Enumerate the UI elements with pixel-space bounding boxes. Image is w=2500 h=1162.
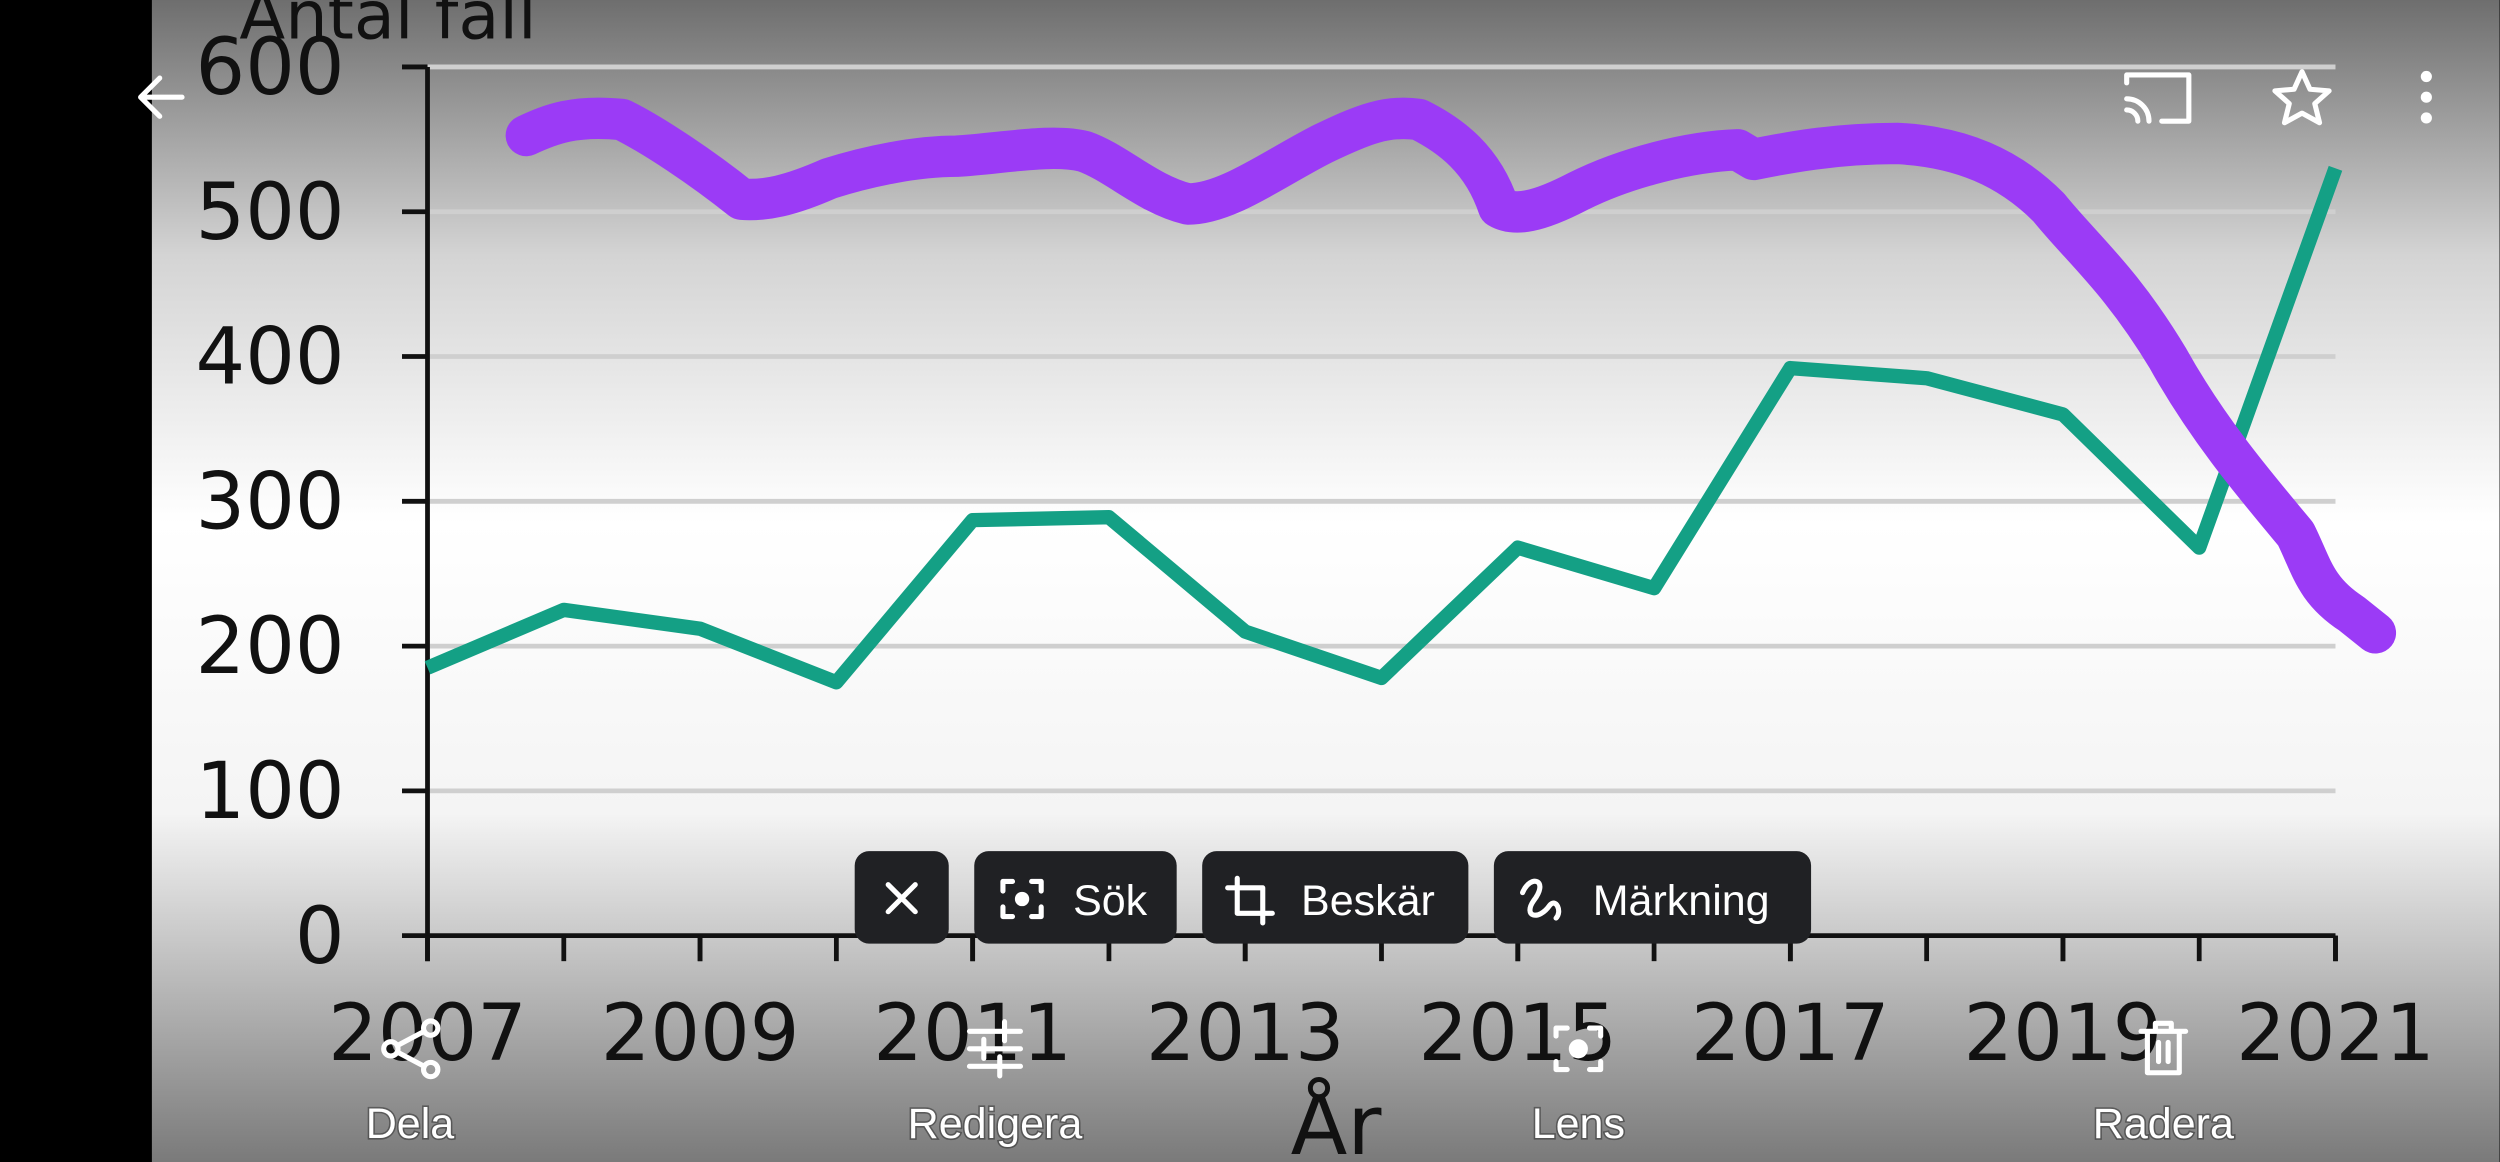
x-tick-label: 2013 [1146,989,1345,1079]
y-tick-label: 100 [196,747,345,837]
y-axis-title: Antal fall [239,0,536,54]
y-tick-label: 200 [196,602,345,692]
x-tick-label: 2017 [1691,989,1890,1079]
y-tick-label: 0 [295,892,345,982]
y-tick-label: 500 [196,168,345,258]
action-label: Redigera [908,1100,1083,1148]
x-tick-label: 2019 [1964,989,2163,1079]
freehand-markup [505,97,2397,654]
more-button[interactable] [2420,70,2432,124]
action-label: Radera [2093,1100,2234,1148]
action-label: Lens [1532,1100,1625,1148]
close-chip[interactable] [854,851,949,944]
cast-button[interactable] [2124,72,2192,124]
data-line [424,165,2343,690]
x-axis-title: År [1291,1075,1383,1162]
y-tick-label: 600 [196,23,345,113]
photo-background [151,0,2500,1162]
x-tick-label: 2009 [601,989,800,1079]
markup-chip[interactable]: Märkning [1493,851,1812,944]
delete-action[interactable]: Radera [2091,1020,2236,1150]
back-button[interactable] [138,75,185,119]
chip-label: Märkning [1593,877,1770,925]
share-action[interactable]: Dela [364,1018,456,1150]
favorite-button[interactable] [2272,69,2332,126]
search-chip[interactable]: Sök [974,851,1177,944]
chip-label: Sök [1073,877,1148,925]
lens-action[interactable]: Lens [1530,1025,1627,1150]
y-tick-label: 300 [196,457,345,547]
x-tick-label: 2021 [2236,989,2435,1079]
edit-action[interactable]: Redigera [906,1019,1084,1150]
crop-chip[interactable]: Beskär [1202,851,1469,944]
action-label: Dela [366,1100,455,1148]
y-tick-label: 400 [196,313,345,403]
chip-label: Beskär [1301,877,1435,925]
x-tick-label: 2015 [1418,989,1617,1079]
